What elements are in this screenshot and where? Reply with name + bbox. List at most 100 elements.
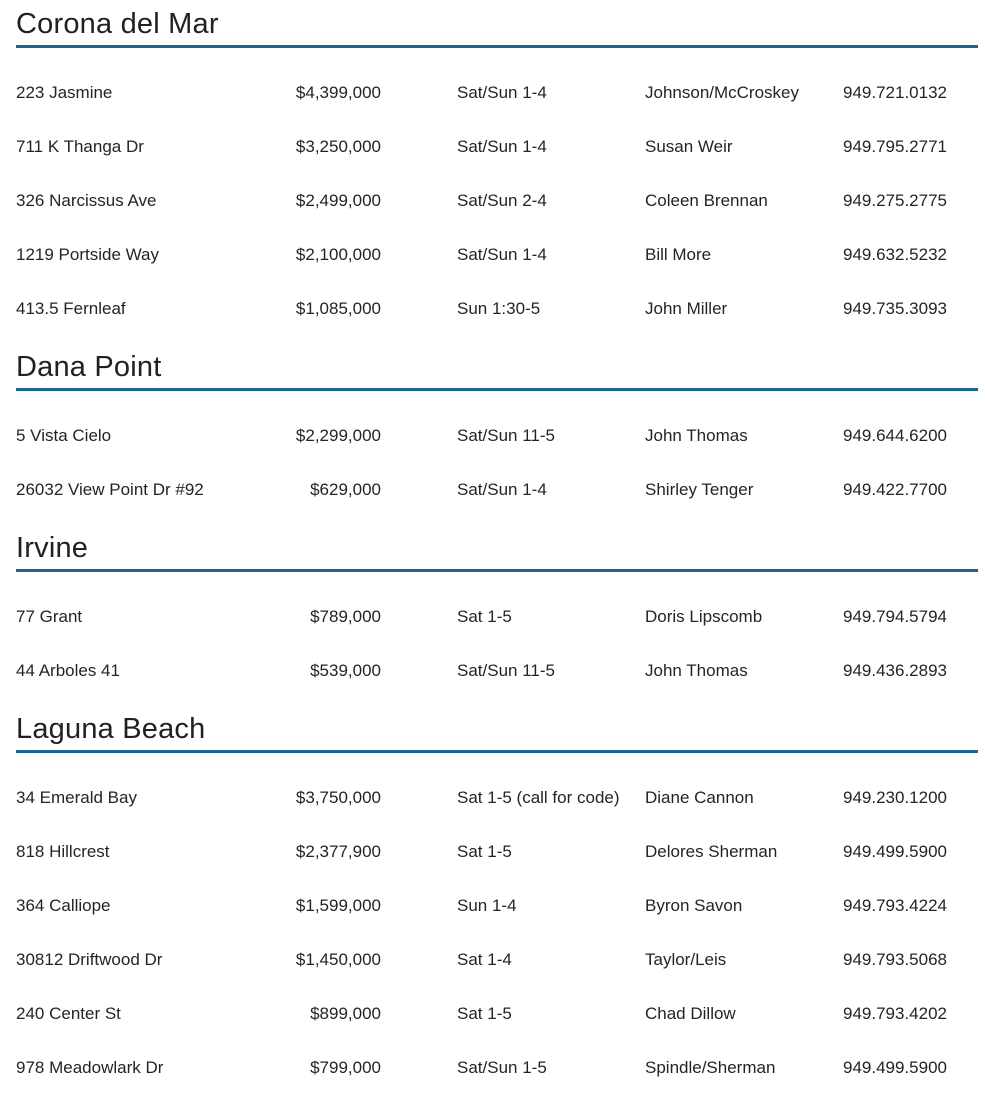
city-heading: Laguna Beach	[16, 714, 978, 753]
listing-time: Sat/Sun 1-4	[457, 480, 547, 499]
table-row: 978 Meadowlark Dr $799,000 Sat/Sun 1-5 S…	[16, 1041, 978, 1095]
listing-address: 818 Hillcrest	[16, 842, 110, 861]
listing-address: 26032 View Point Dr #92	[16, 480, 204, 499]
listing-phone: 949.436.2893	[843, 661, 947, 680]
table-row: 44 Arboles 41 $539,000 Sat/Sun 11-5 John…	[16, 644, 978, 698]
listing-rows: 5 Vista Cielo $2,299,000 Sat/Sun 11-5 Jo…	[16, 409, 978, 517]
listing-price: $2,299,000	[295, 426, 381, 445]
listing-price: $539,000	[310, 661, 381, 680]
city-section: Irvine 77 Grant $789,000 Sat 1-5 Doris L…	[16, 533, 978, 698]
city-heading: Dana Point	[16, 352, 978, 391]
listing-time: Sat/Sun 1-4	[457, 83, 547, 102]
listing-address: 223 Jasmine	[16, 83, 113, 102]
listing-address: 240 Center St	[16, 1004, 121, 1023]
listing-time: Sat/Sun 2-4	[457, 191, 547, 210]
listing-address: 978 Meadowlark Dr	[16, 1058, 164, 1077]
listing-address: 711 K Thanga Dr	[16, 137, 144, 156]
table-row: 77 Grant $789,000 Sat 1-5 Doris Lipscomb…	[16, 590, 978, 644]
table-row: 5 Vista Cielo $2,299,000 Sat/Sun 11-5 Jo…	[16, 409, 978, 463]
listing-time: Sat 1-5	[457, 1004, 512, 1023]
listing-agent: John Thomas	[645, 661, 748, 680]
table-row: 413.5 Fernleaf $1,085,000 Sun 1:30-5 Joh…	[16, 282, 978, 336]
listing-phone: 949.422.7700	[843, 480, 947, 499]
listing-address: 364 Calliope	[16, 896, 111, 915]
listing-price: $2,499,000	[295, 191, 381, 210]
listing-time: Sat/Sun 1-4	[457, 245, 547, 264]
listing-phone: 949.795.2771	[843, 137, 947, 156]
table-row: 223 Jasmine $4,399,000 Sat/Sun 1-4 Johns…	[16, 66, 978, 120]
listing-agent: Chad Dillow	[645, 1004, 736, 1023]
listing-phone: 949.721.0132	[843, 83, 947, 102]
city-section: Laguna Beach 34 Emerald Bay $3,750,000 S…	[16, 714, 978, 1095]
listing-agent: John Thomas	[645, 426, 748, 445]
listing-rows: 223 Jasmine $4,399,000 Sat/Sun 1-4 Johns…	[16, 66, 978, 336]
listing-phone: 949.793.5068	[843, 950, 947, 969]
city-section: Corona del Mar 223 Jasmine $4,399,000 Sa…	[16, 9, 978, 336]
listing-agent: Spindle/Sherman	[645, 1058, 776, 1077]
listing-address: 34 Emerald Bay	[16, 788, 137, 807]
listing-price: $629,000	[310, 480, 381, 499]
listing-time: Sun 1:30-5	[457, 299, 541, 318]
listing-phone: 949.794.5794	[843, 607, 947, 626]
table-row: 30812 Driftwood Dr $1,450,000 Sat 1-4 Ta…	[16, 933, 978, 987]
table-row: 711 K Thanga Dr $3,250,000 Sat/Sun 1-4 S…	[16, 120, 978, 174]
listing-agent: Coleen Brennan	[645, 191, 768, 210]
listing-address: 5 Vista Cielo	[16, 426, 112, 445]
listing-rows: 34 Emerald Bay $3,750,000 Sat 1-5 (call …	[16, 771, 978, 1095]
listing-time: Sat 1-4	[457, 950, 512, 969]
listing-phone: 949.499.5900	[843, 842, 947, 861]
listing-price: $2,377,900	[295, 842, 381, 861]
listing-agent: Diane Cannon	[645, 788, 754, 807]
listing-address: 44 Arboles 41	[16, 661, 120, 680]
listing-price: $2,100,000	[295, 245, 381, 264]
city-heading: Irvine	[16, 533, 978, 572]
listing-agent: Bill More	[645, 245, 712, 264]
listing-address: 77 Grant	[16, 607, 83, 626]
listing-phone: 949.793.4202	[843, 1004, 947, 1023]
listing-time: Sat/Sun 11-5	[457, 426, 555, 445]
city-sections-container: Corona del Mar 223 Jasmine $4,399,000 Sa…	[16, 9, 978, 1095]
listing-time: Sat/Sun 1-5	[457, 1058, 547, 1077]
table-row: 26032 View Point Dr #92 $629,000 Sat/Sun…	[16, 463, 978, 517]
listing-phone: 949.275.2775	[843, 191, 947, 210]
listing-address: 1219 Portside Way	[16, 245, 159, 264]
listing-agent: Johnson/McCroskey	[645, 83, 800, 102]
listing-price: $899,000	[310, 1004, 381, 1023]
listing-agent: Byron Savon	[645, 896, 743, 915]
city-heading: Corona del Mar	[16, 9, 978, 48]
listing-phone: 949.230.1200	[843, 788, 947, 807]
listing-agent: Taylor/Leis	[645, 950, 727, 969]
listing-time: Sat/Sun 1-4	[457, 137, 547, 156]
listing-time: Sat 1-5	[457, 607, 512, 626]
listing-price: $3,250,000	[295, 137, 381, 156]
table-row: 818 Hillcrest $2,377,900 Sat 1-5 Delores…	[16, 825, 978, 879]
listing-agent: Doris Lipscomb	[645, 607, 763, 626]
listing-time: Sat 1-5 (call for code)	[457, 788, 620, 807]
listing-phone: 949.735.3093	[843, 299, 947, 318]
listing-price: $789,000	[310, 607, 381, 626]
table-row: 34 Emerald Bay $3,750,000 Sat 1-5 (call …	[16, 771, 978, 825]
table-row: 326 Narcissus Ave $2,499,000 Sat/Sun 2-4…	[16, 174, 978, 228]
listing-time: Sat 1-5	[457, 842, 512, 861]
listing-phone: 949.499.5900	[843, 1058, 947, 1077]
table-row: 1219 Portside Way $2,100,000 Sat/Sun 1-4…	[16, 228, 978, 282]
listing-agent: Shirley Tenger	[645, 480, 754, 499]
listing-address: 326 Narcissus Ave	[16, 191, 157, 210]
listing-price: $3,750,000	[295, 788, 381, 807]
listing-price: $799,000	[310, 1058, 381, 1077]
listing-address: 413.5 Fernleaf	[16, 299, 126, 318]
listing-time: Sun 1-4	[457, 896, 517, 915]
city-section: Dana Point 5 Vista Cielo $2,299,000 Sat/…	[16, 352, 978, 517]
listing-phone: 949.632.5232	[843, 245, 947, 264]
table-row: 364 Calliope $1,599,000 Sun 1-4 Byron Sa…	[16, 879, 978, 933]
listing-phone: 949.793.4224	[843, 896, 947, 915]
listing-price: $1,085,000	[295, 299, 381, 318]
listing-rows: 77 Grant $789,000 Sat 1-5 Doris Lipscomb…	[16, 590, 978, 698]
listing-price: $4,399,000	[295, 83, 381, 102]
listing-agent: John Miller	[645, 299, 728, 318]
listing-agent: Susan Weir	[645, 137, 733, 156]
listing-address: 30812 Driftwood Dr	[16, 950, 163, 969]
listing-price: $1,599,000	[295, 896, 381, 915]
listing-phone: 949.644.6200	[843, 426, 947, 445]
